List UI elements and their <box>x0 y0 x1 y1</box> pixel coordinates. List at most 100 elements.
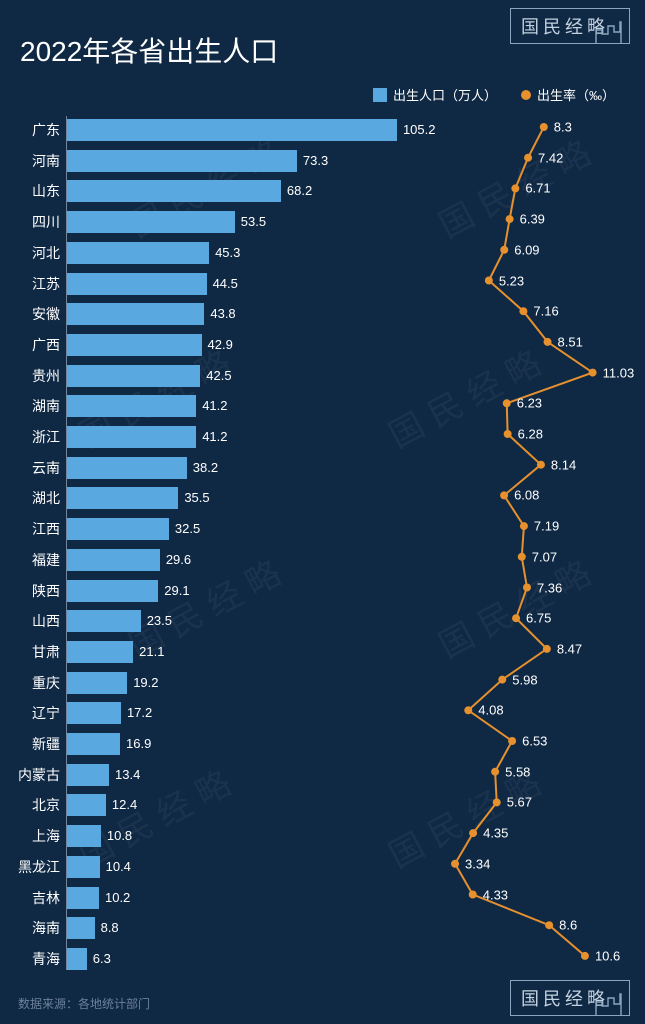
bar-value: 43.8 <box>204 303 235 325</box>
bar-track: 8.8 <box>66 917 411 939</box>
bar-track: 16.9 <box>66 733 411 755</box>
bar: 38.2 <box>67 457 187 479</box>
bar: 32.5 <box>67 518 169 540</box>
bar: 42.9 <box>67 334 202 356</box>
bar-value: 29.6 <box>160 549 191 571</box>
province-label: 四川 <box>0 212 66 232</box>
province-label: 甘肃 <box>0 642 66 662</box>
bar-value: 19.2 <box>127 672 158 694</box>
rate-value: 5.58 <box>505 764 530 779</box>
rate-value: 7.19 <box>534 519 559 534</box>
bar-value: 16.9 <box>120 733 151 755</box>
rate-value: 4.35 <box>483 826 508 841</box>
bar-track: 13.4 <box>66 764 411 786</box>
bar: 73.3 <box>67 150 297 172</box>
bar-track: 41.2 <box>66 395 411 417</box>
bar: 45.3 <box>67 242 209 264</box>
building-icon <box>595 993 631 1017</box>
data-source: 数据来源：各地统计部门 <box>18 995 150 1012</box>
rate-value: 4.08 <box>478 703 503 718</box>
bar-value: 10.2 <box>99 887 130 909</box>
rate-value: 6.71 <box>525 181 550 196</box>
bar-value: 68.2 <box>281 180 312 202</box>
table-row: 黑龙江10.4 <box>0 853 645 881</box>
rate-value: 7.16 <box>533 304 558 319</box>
province-label: 重庆 <box>0 673 66 693</box>
table-row: 浙江41.2 <box>0 423 645 451</box>
legend-swatch-rate <box>521 90 531 100</box>
bar: 10.4 <box>67 856 100 878</box>
bar: 44.5 <box>67 273 207 295</box>
bar-track: 38.2 <box>66 457 411 479</box>
bar-value: 38.2 <box>187 457 218 479</box>
table-row: 四川 53.5 <box>0 208 645 236</box>
rate-value: 7.42 <box>538 150 563 165</box>
bar-track: 41.2 <box>66 426 411 448</box>
bar-value: 17.2 <box>121 702 152 724</box>
bar-value: 13.4 <box>109 764 140 786</box>
province-label: 青海 <box>0 949 66 969</box>
bar: 42.5 <box>67 365 200 387</box>
table-row: 青海6.3 <box>0 945 645 973</box>
bar-track: 42.5 <box>66 365 411 387</box>
province-label: 上海 <box>0 826 66 846</box>
bar: 43.8 <box>67 303 204 325</box>
bar-value: 10.4 <box>100 856 131 878</box>
bar-track: 53.5 <box>66 211 411 233</box>
bar-track: 21.1 <box>66 641 411 663</box>
rate-value: 6.75 <box>526 611 551 626</box>
rate-value: 4.33 <box>483 887 508 902</box>
bar-track: 68.2 <box>66 180 411 202</box>
province-label: 贵州 <box>0 366 66 386</box>
province-label: 广东 <box>0 120 66 140</box>
bar: 12.4 <box>67 794 106 816</box>
bar-track: 12.4 <box>66 794 411 816</box>
bar-value: 42.5 <box>200 365 231 387</box>
table-row: 海南8.8 <box>0 914 645 942</box>
rate-value: 8.51 <box>558 334 583 349</box>
bar-track: 6.3 <box>66 948 411 970</box>
table-row: 云南38.2 <box>0 454 645 482</box>
bar-value: 53.5 <box>235 211 266 233</box>
bar: 29.6 <box>67 549 160 571</box>
province-label: 山东 <box>0 181 66 201</box>
province-label: 海南 <box>0 918 66 938</box>
table-row: 甘肃21.1 <box>0 638 645 666</box>
bar-track: 29.6 <box>66 549 411 571</box>
bar: 8.8 <box>67 917 95 939</box>
province-label: 湖南 <box>0 396 66 416</box>
table-row: 广东105.2 <box>0 116 645 144</box>
rate-value: 8.47 <box>557 641 582 656</box>
bar-value: 45.3 <box>209 242 240 264</box>
province-label: 河南 <box>0 151 66 171</box>
bar-value: 12.4 <box>106 794 137 816</box>
province-label: 山西 <box>0 611 66 631</box>
table-row: 北京12.4 <box>0 791 645 819</box>
rate-value: 7.07 <box>532 549 557 564</box>
bar-track: 45.3 <box>66 242 411 264</box>
bar: 41.2 <box>67 395 196 417</box>
bar: 68.2 <box>67 180 281 202</box>
rate-value: 8.14 <box>551 457 576 472</box>
legend-label-bar: 出生人口（万人） <box>393 85 497 104</box>
legend: 出生人口（万人） 出生率（‰） <box>373 85 615 104</box>
bar: 23.5 <box>67 610 141 632</box>
bar-track: 17.2 <box>66 702 411 724</box>
province-label: 新疆 <box>0 734 66 754</box>
y-axis-line <box>66 116 67 967</box>
bar: 29.1 <box>67 580 158 602</box>
province-label: 广西 <box>0 335 66 355</box>
bar: 35.5 <box>67 487 178 509</box>
province-label: 湖北 <box>0 488 66 508</box>
bar: 6.3 <box>67 948 87 970</box>
rate-value: 10.6 <box>595 948 620 963</box>
bar-track: 43.8 <box>66 303 411 325</box>
bar-value: 8.8 <box>95 917 119 939</box>
rate-value: 5.67 <box>507 795 532 810</box>
table-row: 内蒙古13.4 <box>0 761 645 789</box>
legend-item-bar: 出生人口（万人） <box>373 85 497 104</box>
bar-value: 41.2 <box>196 395 227 417</box>
legend-label-rate: 出生率（‰） <box>537 85 615 104</box>
province-label: 福建 <box>0 550 66 570</box>
bar-value: 44.5 <box>207 273 238 295</box>
